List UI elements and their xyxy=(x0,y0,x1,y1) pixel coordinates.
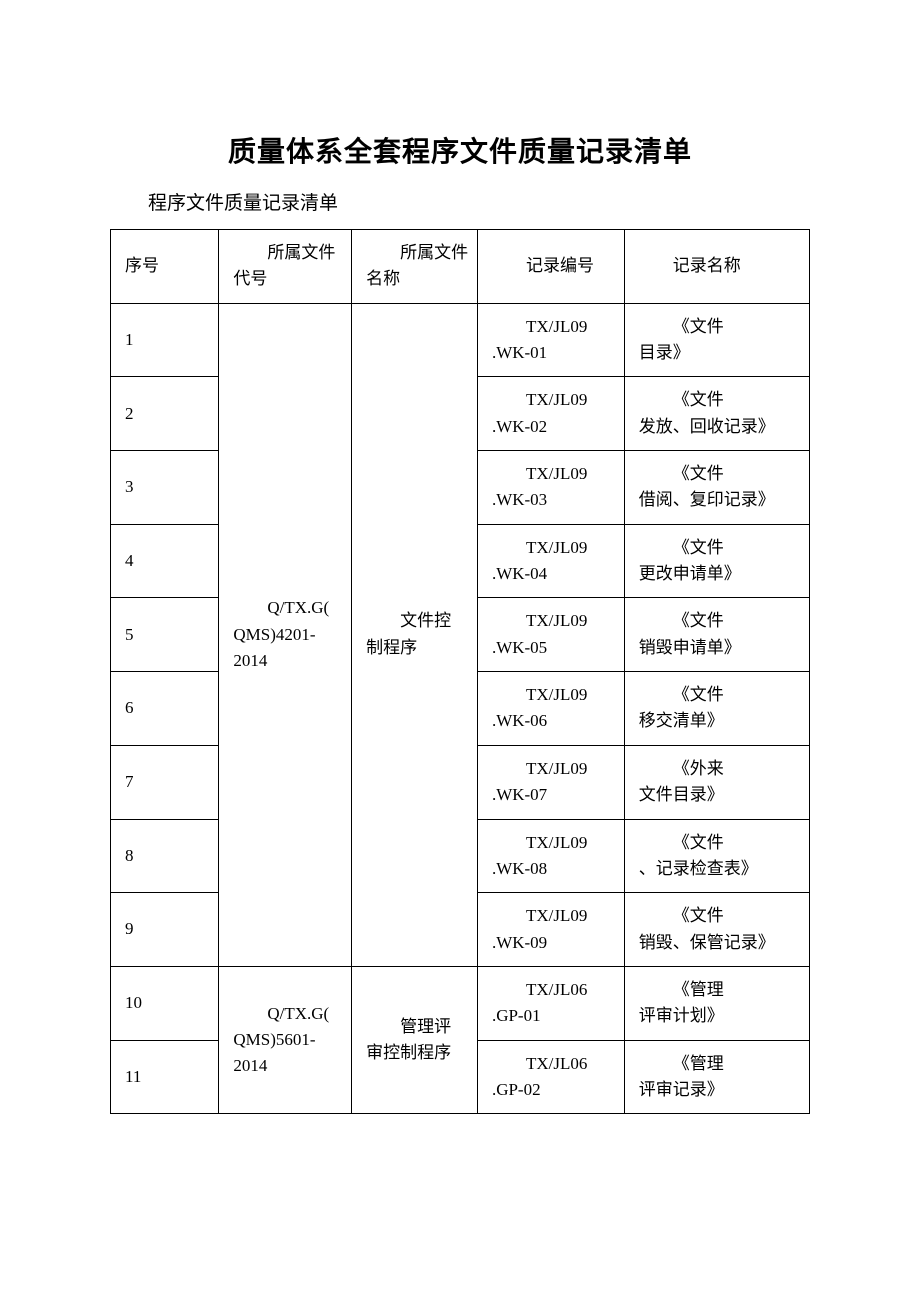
cell-rec-name: 《文件目录》 xyxy=(624,303,809,377)
col-header-rec-code: 记录编号 xyxy=(477,230,624,304)
cell-seq: 4 xyxy=(111,524,219,598)
cell-seq: 1 xyxy=(111,303,219,377)
table-row: 1Q/TX.G(QMS)4201-2014文件控制程序TX/JL09.WK-01… xyxy=(111,303,810,377)
cell-rec-name: 《管理评审记录》 xyxy=(624,1040,809,1114)
cell-rec-name: 《文件、记录检查表》 xyxy=(624,819,809,893)
cell-seq: 9 xyxy=(111,893,219,967)
cell-seq: 3 xyxy=(111,451,219,525)
cell-doc-name: 文件控制程序 xyxy=(352,303,478,966)
cell-rec-code: TX/JL09.WK-07 xyxy=(477,745,624,819)
cell-rec-name: 《文件移交清单》 xyxy=(624,672,809,746)
cell-rec-code: TX/JL09.WK-09 xyxy=(477,893,624,967)
cell-doc-code: Q/TX.G(QMS)5601-2014 xyxy=(219,966,352,1113)
cell-doc-code: Q/TX.G(QMS)4201-2014 xyxy=(219,303,352,966)
col-header-doc-code: 所属文件代号 xyxy=(219,230,352,304)
col-header-rec-name: 记录名称 xyxy=(624,230,809,304)
cell-rec-code: TX/JL09.WK-06 xyxy=(477,672,624,746)
cell-rec-code: TX/JL06.GP-02 xyxy=(477,1040,624,1114)
page-subtitle: 程序文件质量记录清单 xyxy=(110,188,810,215)
cell-rec-code: TX/JL09.WK-02 xyxy=(477,377,624,451)
col-header-doc-name: 所属文件名称 xyxy=(352,230,478,304)
cell-rec-name: 《文件销毁申请单》 xyxy=(624,598,809,672)
cell-rec-name: 《外来文件目录》 xyxy=(624,745,809,819)
col-header-seq: 序号 xyxy=(111,230,219,304)
cell-seq: 10 xyxy=(111,966,219,1040)
cell-doc-name: 管理评审控制程序 xyxy=(352,966,478,1113)
cell-rec-name: 《文件借阅、复印记录》 xyxy=(624,451,809,525)
cell-seq: 5 xyxy=(111,598,219,672)
cell-rec-code: TX/JL09.WK-08 xyxy=(477,819,624,893)
table-header-row: 序号 所属文件代号 所属文件名称 记录编号 记录名称 xyxy=(111,230,810,304)
cell-seq: 7 xyxy=(111,745,219,819)
cell-rec-code: TX/JL09.WK-04 xyxy=(477,524,624,598)
cell-rec-code: TX/JL09.WK-01 xyxy=(477,303,624,377)
table-row: 10Q/TX.G(QMS)5601-2014管理评审控制程序TX/JL06.GP… xyxy=(111,966,810,1040)
cell-rec-name: 《文件更改申请单》 xyxy=(624,524,809,598)
cell-seq: 6 xyxy=(111,672,219,746)
cell-rec-name: 《管理评审计划》 xyxy=(624,966,809,1040)
cell-rec-code: TX/JL06.GP-01 xyxy=(477,966,624,1040)
cell-rec-code: TX/JL09.WK-03 xyxy=(477,451,624,525)
records-table: 序号 所属文件代号 所属文件名称 记录编号 记录名称 1Q/TX.G(QMS)4… xyxy=(110,229,810,1114)
cell-rec-name: 《文件发放、回收记录》 xyxy=(624,377,809,451)
cell-seq: 11 xyxy=(111,1040,219,1114)
cell-seq: 8 xyxy=(111,819,219,893)
cell-rec-name: 《文件销毁、保管记录》 xyxy=(624,893,809,967)
cell-rec-code: TX/JL09.WK-05 xyxy=(477,598,624,672)
cell-seq: 2 xyxy=(111,377,219,451)
page-title: 质量体系全套程序文件质量记录清单 xyxy=(110,130,810,170)
